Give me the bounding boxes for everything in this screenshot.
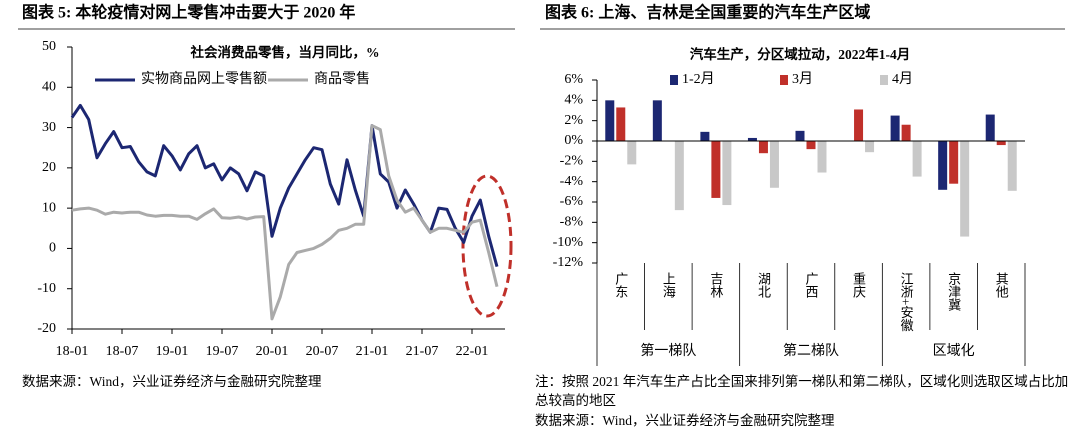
x-tick-label: 20-07 <box>306 344 339 359</box>
bar <box>806 141 816 150</box>
x-tick-label: 广西 <box>804 272 819 298</box>
y-tick-label: -6% <box>560 194 584 209</box>
x-tick-label: 上海 <box>661 272 676 298</box>
y-tick-label: 2% <box>564 113 583 128</box>
y-tick-label: 20 <box>42 160 56 175</box>
legend-label: 1-2月 <box>682 71 715 87</box>
source: 数据来源：Wind，兴业证券经济与金融研究院整理 <box>535 413 835 428</box>
y-tick-label: -4% <box>560 174 584 189</box>
bar <box>817 141 827 173</box>
legend-label: 3月 <box>792 71 813 87</box>
x-tick-label: 江浙+安徽 <box>899 272 914 332</box>
x-tick-label: 其他 <box>994 272 1009 299</box>
bar <box>865 141 875 153</box>
x-tick-label: 广东 <box>613 272 628 298</box>
x-tick-label: 重庆 <box>851 271 866 298</box>
bar <box>912 141 922 177</box>
y-tick-label: 0% <box>564 133 583 148</box>
chart-title: 图表 5: 本轮疫情对网上零售冲击要大于 2020 年 <box>22 3 355 22</box>
legend-swatch <box>880 75 888 85</box>
series-line <box>70 103 499 267</box>
x-tick-label: 18-01 <box>56 344 89 359</box>
y-tick-label: 4% <box>564 93 583 108</box>
group-label: 第二梯队 <box>783 342 839 359</box>
chart-subtitle: 社会消费品零售，当月同比，% <box>190 44 380 60</box>
y-tick-label: -10% <box>553 235 584 250</box>
bar <box>1007 141 1017 191</box>
x-tick-label: 21-01 <box>356 344 389 359</box>
y-tick-label: -20 <box>37 321 56 336</box>
bar <box>652 100 662 141</box>
y-tick-label: -8% <box>560 215 584 230</box>
bar <box>996 141 1006 146</box>
bar <box>960 141 970 237</box>
y-tick-label: 30 <box>42 120 56 135</box>
legend-label: 商品零售 <box>314 71 370 87</box>
bar <box>854 109 864 141</box>
x-tick-label: 20-01 <box>256 344 289 359</box>
legend-label: 实物商品网上零售额 <box>141 71 267 87</box>
bar <box>769 141 779 188</box>
group-label: 区域化 <box>933 343 975 359</box>
y-tick-label: 0 <box>49 241 56 256</box>
chart-subtitle: 汽车生产，分区域拉动，2022年1-4月 <box>690 46 911 62</box>
legend-swatch <box>670 75 678 85</box>
note: 注：按照 2021 年汽车生产占比全国来排列第一梯队和第二梯队，区域化则选取区域… <box>535 374 1069 408</box>
source: 数据来源：Wind，兴业证券经济与金融研究院整理 <box>22 374 322 389</box>
chart-title: 图表 6: 上海、吉林是全国重要的汽车生产区域 <box>545 3 870 22</box>
y-tick-label: 10 <box>42 200 56 215</box>
bar <box>700 131 710 141</box>
bar <box>627 141 637 165</box>
bar <box>722 141 732 206</box>
bar <box>747 137 757 141</box>
y-tick-label: 50 <box>42 39 56 54</box>
bar <box>758 141 768 154</box>
bar <box>985 114 995 141</box>
group-label: 第一梯队 <box>640 342 696 359</box>
x-tick-label: 吉林 <box>708 272 723 298</box>
bar <box>901 124 911 141</box>
y-tick-label: 6% <box>564 72 583 87</box>
legend-label: 4月 <box>892 71 913 87</box>
y-tick-label: 40 <box>42 80 56 95</box>
bar <box>795 130 805 141</box>
bar <box>616 107 626 141</box>
x-tick-label: 18-07 <box>106 344 139 359</box>
x-tick-label: 湖北 <box>756 272 771 299</box>
bar <box>949 141 959 184</box>
bar <box>938 141 948 190</box>
x-tick-label: 19-07 <box>206 344 239 359</box>
highlight-ellipse <box>461 174 513 318</box>
y-tick-label: -12% <box>553 255 584 270</box>
bar <box>890 115 900 141</box>
legend-swatch <box>780 75 788 85</box>
bar <box>711 141 721 198</box>
y-tick-label: -10 <box>37 281 56 296</box>
x-tick-label: 22-01 <box>456 344 489 359</box>
series-line <box>71 124 499 321</box>
x-tick-label: 21-07 <box>406 344 439 359</box>
x-tick-label: 19-01 <box>156 344 189 359</box>
y-tick-label: -2% <box>560 154 584 169</box>
x-tick-label: 京津冀 <box>946 272 961 312</box>
bar <box>674 141 684 211</box>
bar <box>605 100 615 141</box>
